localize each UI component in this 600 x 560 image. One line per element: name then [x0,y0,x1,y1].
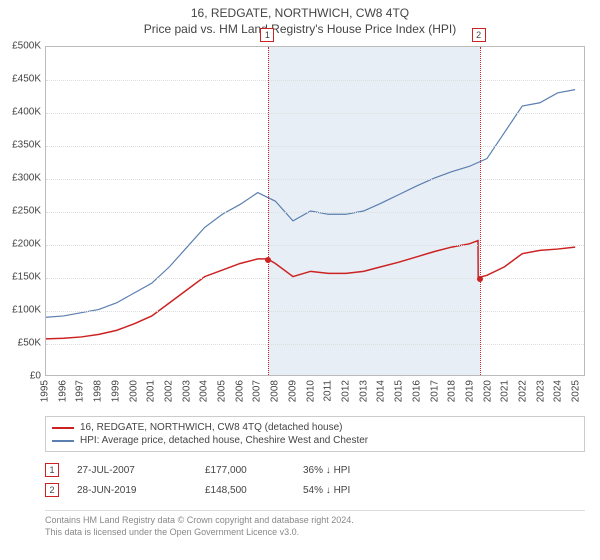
legend-item-hpi: HPI: Average price, detached house, Ches… [52,434,578,447]
x-tick-label: 2013 [358,380,369,402]
x-tick-label: 2006 [234,380,245,402]
x-tick-label: 2021 [500,380,511,402]
sale-price: £177,000 [205,465,285,476]
plot-region [45,46,585,376]
x-tick-label: 2018 [447,380,458,402]
attribution-line: This data is licensed under the Open Gov… [45,527,585,539]
x-tick-label: 2022 [518,380,529,402]
sale-marker: 1 [45,463,59,477]
y-tick-label: £200K [12,239,41,250]
legend-item-price-paid: 16, REDGATE, NORTHWICH, CW8 4TQ (detache… [52,421,578,434]
x-tick-label: 2010 [305,380,316,402]
sale-price: £148,500 [205,485,285,496]
x-tick-label: 2023 [535,380,546,402]
y-tick-label: £100K [12,305,41,316]
x-tick-label: 1995 [40,380,51,402]
sale-date: 28-JUN-2019 [77,485,187,496]
x-tick-label: 2020 [482,380,493,402]
y-tick-label: £250K [12,206,41,217]
chart-area: £0£50K£100K£150K£200K£250K£300K£350K£400… [45,46,585,376]
x-tick-label: 2007 [252,380,263,402]
x-tick-label: 2014 [376,380,387,402]
chart-title: 16, REDGATE, NORTHWICH, CW8 4TQ [0,0,600,20]
series-hpi [46,90,575,318]
x-tick-label: 2002 [163,380,174,402]
legend-label: HPI: Average price, detached house, Ches… [80,435,368,446]
legend: 16, REDGATE, NORTHWICH, CW8 4TQ (detache… [45,416,585,452]
y-tick-label: £300K [12,173,41,184]
x-tick-label: 1997 [75,380,86,402]
sale-marker-flag: 2 [472,28,486,42]
series-price_paid [46,241,575,339]
sale-row: 2 28-JUN-2019 £148,500 54% ↓ HPI [45,480,585,500]
sale-date: 27-JUL-2007 [77,465,187,476]
chart-container: 16, REDGATE, NORTHWICH, CW8 4TQ Price pa… [0,0,600,560]
y-tick-label: £450K [12,74,41,85]
legend-label: 16, REDGATE, NORTHWICH, CW8 4TQ (detache… [80,422,342,433]
y-tick-label: £50K [18,338,41,349]
x-tick-label: 1999 [110,380,121,402]
legend-swatch [52,427,74,429]
sales-table: 1 27-JUL-2007 £177,000 36% ↓ HPI 2 28-JU… [45,460,585,500]
sale-marker-flag: 1 [260,28,274,42]
x-tick-label: 2009 [287,380,298,402]
x-tick-label: 2005 [217,380,228,402]
attribution: Contains HM Land Registry data © Crown c… [45,510,585,538]
x-tick-label: 2011 [323,380,334,402]
attribution-line: Contains HM Land Registry data © Crown c… [45,515,585,527]
x-tick-label: 2012 [340,380,351,402]
x-tick-label: 2019 [464,380,475,402]
sale-hpi-delta: 54% ↓ HPI [303,485,393,496]
sale-dot [477,276,483,282]
x-tick-label: 2017 [429,380,440,402]
y-tick-label: £350K [12,140,41,151]
y-tick-label: £500K [12,41,41,52]
line-layer [46,47,584,375]
y-tick-label: £150K [12,272,41,283]
x-tick-label: 2025 [571,380,582,402]
x-tick-label: 1996 [57,380,68,402]
sale-row: 1 27-JUL-2007 £177,000 36% ↓ HPI [45,460,585,480]
sale-dot [265,257,271,263]
chart-subtitle: Price paid vs. HM Land Registry's House … [0,20,600,42]
x-tick-label: 2004 [199,380,210,402]
x-tick-label: 2001 [146,380,157,402]
y-tick-label: £400K [12,107,41,118]
x-tick-label: 2024 [553,380,564,402]
x-tick-label: 2000 [128,380,139,402]
legend-swatch [52,440,74,442]
x-tick-label: 2015 [394,380,405,402]
sale-marker: 2 [45,483,59,497]
x-tick-label: 2003 [181,380,192,402]
sale-hpi-delta: 36% ↓ HPI [303,465,393,476]
x-tick-label: 1998 [93,380,104,402]
x-tick-label: 2008 [270,380,281,402]
x-tick-label: 2016 [411,380,422,402]
